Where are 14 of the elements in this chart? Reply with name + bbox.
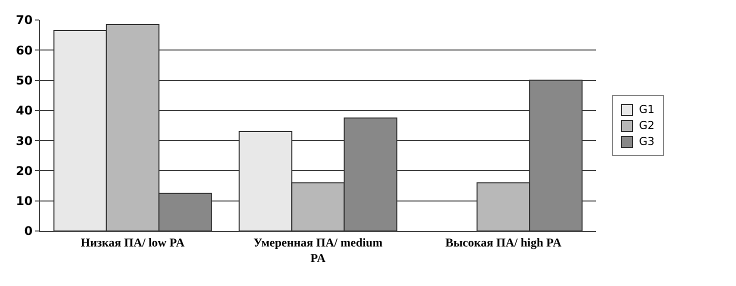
y-tick-label: 40 [16, 104, 33, 118]
x-tick-label: Умеренная ПА/ medium PA [254, 235, 382, 265]
y-tick-label: 70 [16, 13, 33, 28]
legend-label: G2 [639, 119, 655, 132]
y-tick-label: 10 [16, 194, 33, 208]
y-tick-label: 30 [16, 134, 33, 148]
y-tick-label: 20 [16, 164, 33, 178]
x-tick-label: Низкая ПА/ low PA [80, 235, 185, 250]
x-tick-label: Высокая ПА/ high PA [445, 235, 562, 250]
legend-label: G1 [639, 103, 655, 116]
legend-label: G3 [639, 135, 655, 148]
y-tick-label: 60 [16, 43, 33, 58]
y-tick-label: 50 [16, 73, 33, 88]
y-tick-label: 0 [24, 224, 33, 238]
